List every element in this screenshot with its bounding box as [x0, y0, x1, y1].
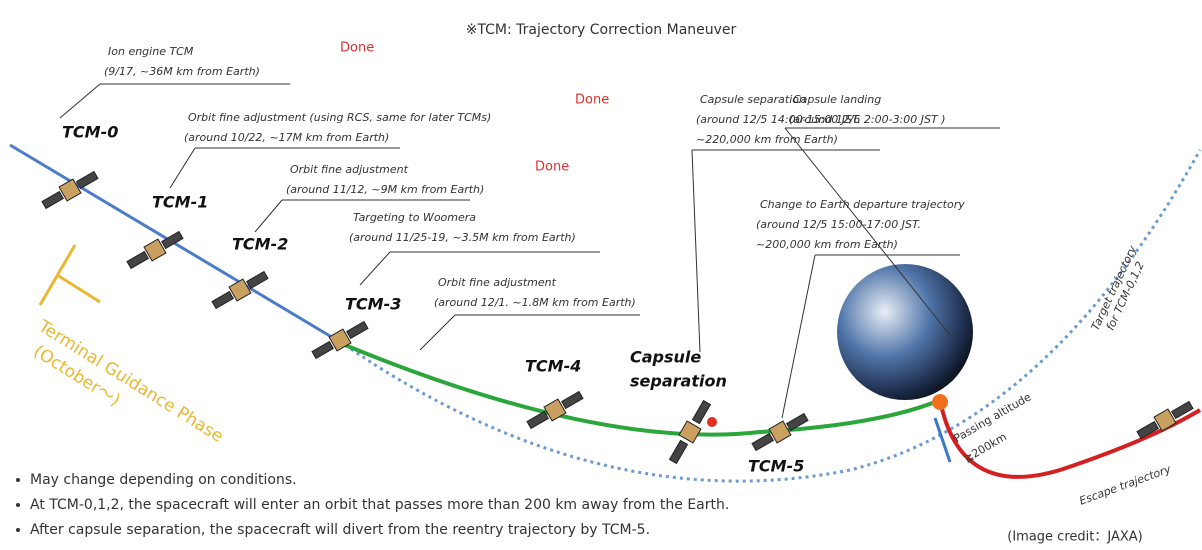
annotation-text: Capsule separation	[700, 93, 806, 106]
annotation-text: (around 11/25-19, ~3.5M km from Earth)	[349, 231, 576, 244]
note: May change depending on conditions.	[30, 472, 297, 488]
leader-line	[255, 200, 282, 232]
bullet	[16, 478, 20, 482]
done-label: Done	[340, 41, 374, 56]
credit: (Image credit：JAXA)	[1007, 530, 1142, 545]
annotation-text: Ion engine TCM	[108, 45, 194, 58]
diagram: ※TCM: Trajectory Correction Maneuver Ter…	[0, 0, 1202, 550]
bullet	[16, 528, 20, 532]
annotation-text: Orbit fine adjustment (using RCS, same f…	[188, 111, 491, 124]
annotation-text: Change to Earth departure trajectory	[760, 198, 965, 211]
annotation-text: ~220,000 km from Earth)	[696, 133, 838, 146]
tcm-label: TCM-0	[62, 123, 118, 142]
annotation-text: (9/17, ~36M km from Earth)	[104, 65, 260, 78]
capsule-label: separation	[630, 372, 727, 391]
landing-spot	[932, 394, 948, 410]
note: After capsule separation, the spacecraft…	[30, 522, 650, 538]
escape-label: Escape trajectory	[1078, 462, 1173, 507]
leader-line	[420, 315, 455, 350]
capsule	[707, 417, 717, 427]
tcm-label: TCM-2	[232, 235, 288, 254]
tcm-label: TCM-3	[345, 295, 401, 314]
phase-label: Terminal Guidance Phase	[34, 316, 227, 447]
tcm-label: TCM-4	[525, 357, 581, 376]
title: ※TCM: Trajectory Correction Maneuver	[466, 22, 737, 38]
leader-line	[360, 252, 390, 285]
done-label: Done	[575, 93, 609, 108]
earth	[837, 264, 973, 400]
annotation-text: (around 12/1. ~1.8M km from Earth)	[434, 296, 636, 309]
annotation-text: (around 12/5 15:00-17:00 JST.	[756, 218, 921, 231]
annotation-text: (around 10/22, ~17M km from Earth)	[184, 131, 389, 144]
leader-line	[782, 255, 815, 418]
annotation-text: (around 12/6 2:00-3:00 JST )	[789, 113, 946, 126]
annotation-text: ~200,000 km from Earth)	[756, 238, 898, 251]
tcm-label: TCM-5	[748, 457, 804, 476]
annotation-text: Capsule landing	[793, 93, 881, 106]
bullet	[16, 503, 20, 507]
annotation-text: (around 11/12, ~9M km from Earth)	[286, 183, 484, 196]
annotation-text: Orbit fine adjustment	[290, 163, 409, 176]
done-label: Done	[535, 160, 569, 175]
annotation-text: Orbit fine adjustment	[438, 276, 557, 289]
annotation-text: Targeting to Woomera	[353, 211, 476, 224]
phase-bracket	[40, 245, 100, 305]
leader-line	[692, 150, 700, 352]
leader-line	[170, 148, 195, 188]
note: At TCM-0,1,2, the spacecraft will enter …	[30, 497, 729, 513]
capsule-label: Capsule	[630, 348, 701, 367]
tcm-label: TCM-1	[152, 193, 208, 212]
leader-line	[60, 84, 100, 118]
